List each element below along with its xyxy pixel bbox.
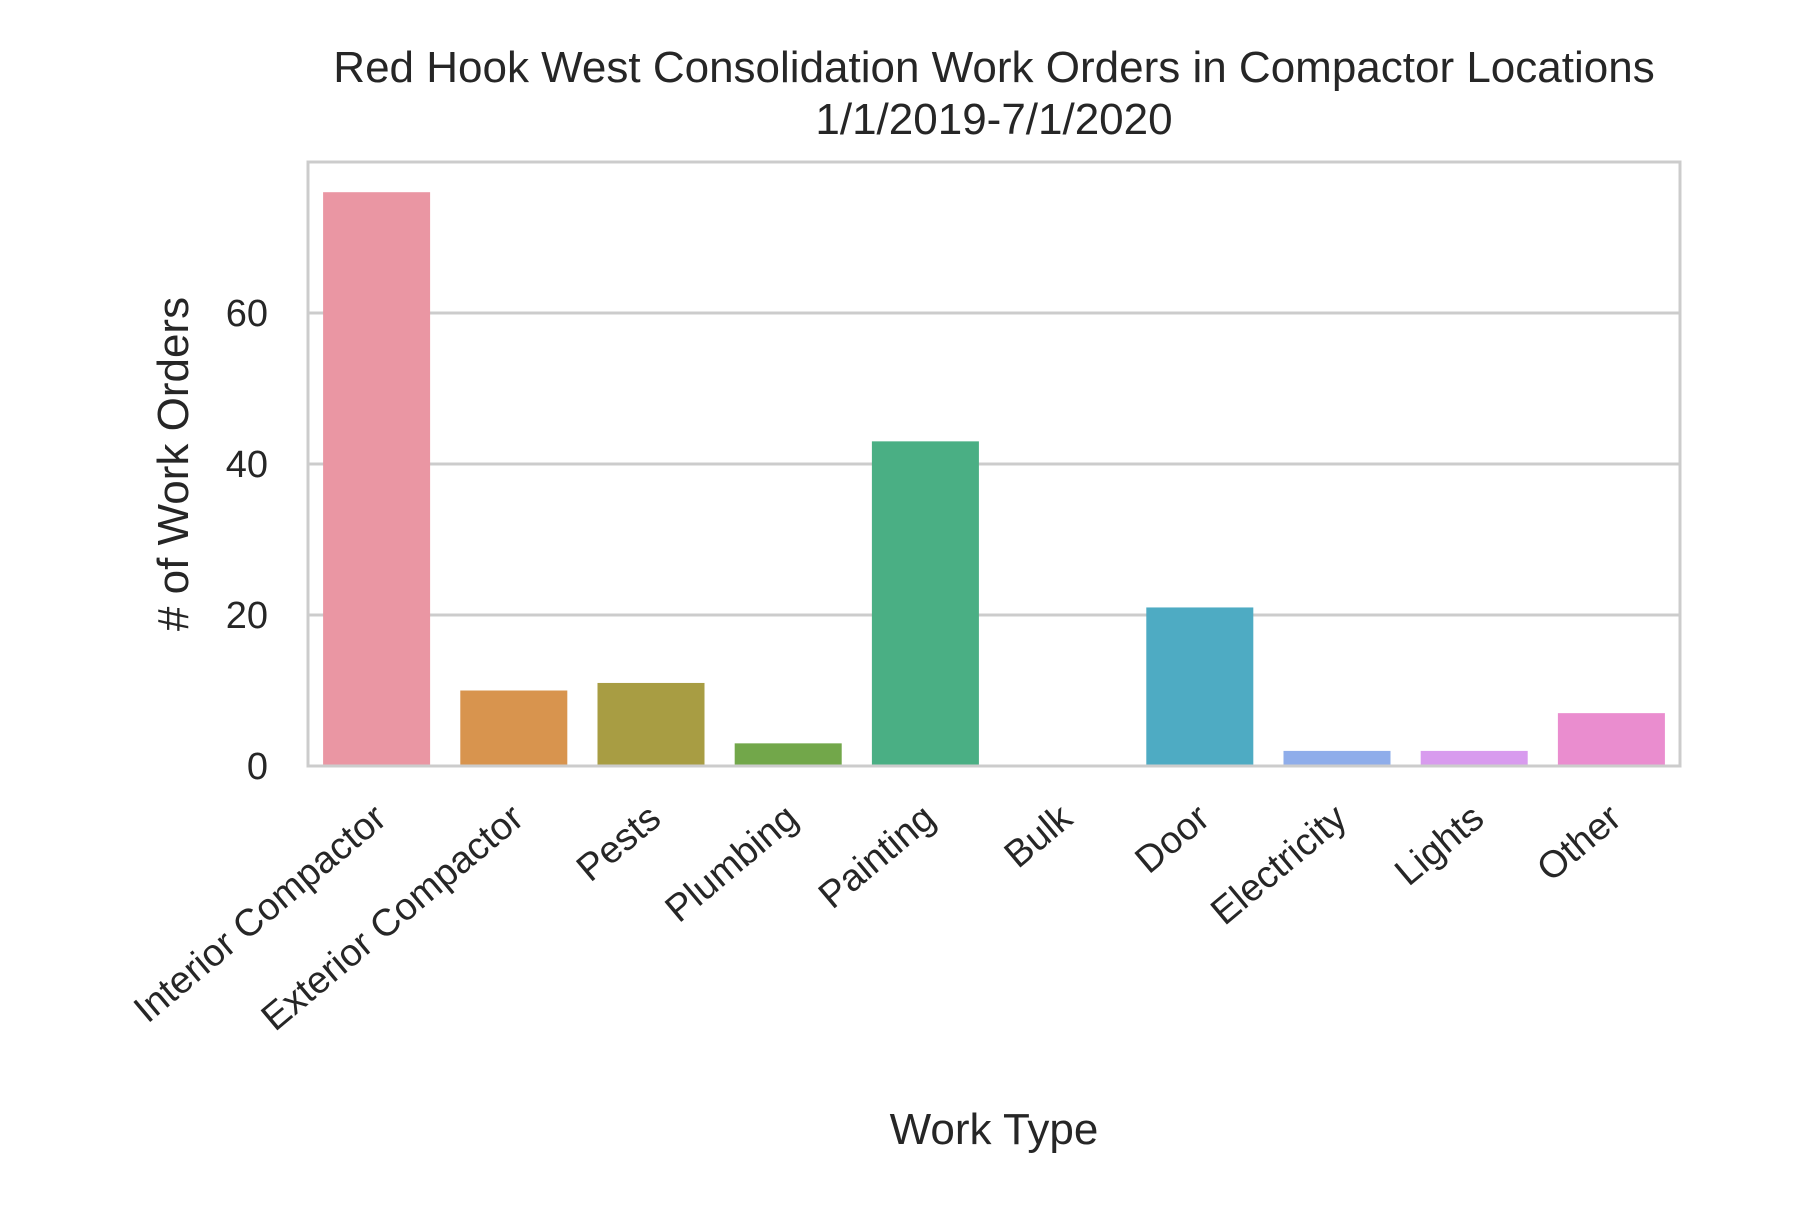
y-tick-label: 20 bbox=[226, 595, 268, 637]
x-tick-label: Electricity bbox=[1203, 797, 1355, 934]
x-tick-label: Painting bbox=[811, 797, 943, 917]
y-tick-labels: 0 20 40 60 bbox=[226, 293, 268, 788]
x-tick-label: Pests bbox=[569, 797, 669, 890]
bar bbox=[597, 682, 705, 766]
x-tick-label: Interior Compactor bbox=[126, 797, 394, 1032]
bar bbox=[323, 192, 431, 766]
chart-subtitle: 1/1/2019-7/1/2020 bbox=[815, 95, 1172, 144]
bar bbox=[734, 743, 842, 766]
x-tick-label: Lights bbox=[1387, 797, 1492, 894]
gridlines bbox=[308, 311, 1680, 617]
bar bbox=[871, 441, 979, 766]
bar bbox=[460, 690, 568, 766]
y-tick-label: 40 bbox=[226, 444, 268, 486]
chart-title: Red Hook West Consolidation Work Orders … bbox=[333, 43, 1654, 92]
plot-frame bbox=[306, 160, 1682, 768]
x-axis-label: Work Type bbox=[890, 1105, 1099, 1154]
y-tick-label: 0 bbox=[247, 746, 268, 788]
x-tick-label: Exterior Compactor bbox=[254, 797, 532, 1040]
x-tick-label: Other bbox=[1529, 797, 1629, 890]
x-tick-label: Plumbing bbox=[658, 797, 806, 931]
y-tick-label: 60 bbox=[226, 293, 268, 335]
bar bbox=[1557, 713, 1665, 766]
x-tick-label: Bulk bbox=[997, 796, 1081, 876]
x-tick-label: Door bbox=[1127, 797, 1217, 882]
bar bbox=[1146, 607, 1254, 766]
y-axis-label: # of Work Orders bbox=[149, 297, 198, 631]
bar bbox=[1420, 750, 1528, 766]
bar bbox=[1283, 750, 1391, 766]
bars bbox=[323, 192, 1665, 766]
